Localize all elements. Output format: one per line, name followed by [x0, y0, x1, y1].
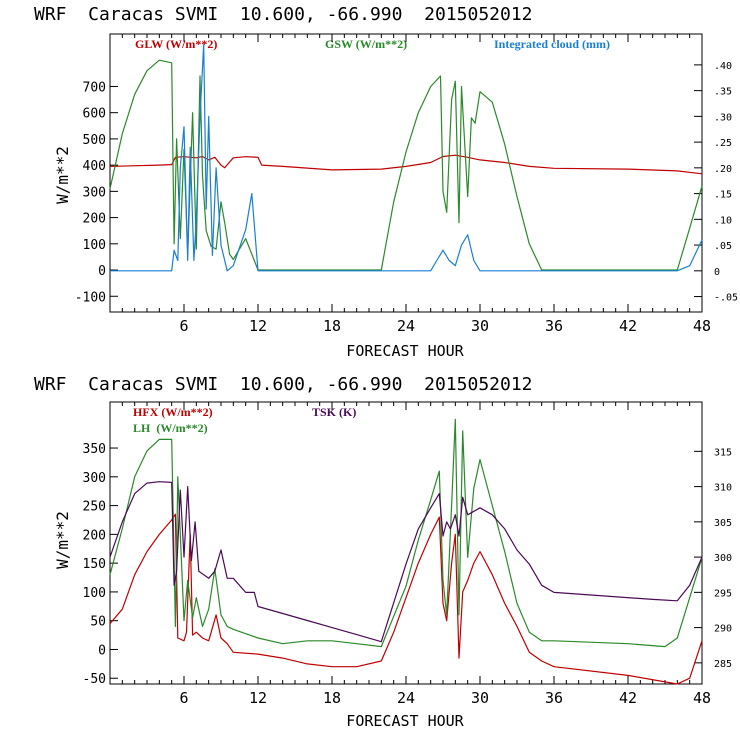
y2-tick-label: .05 [714, 241, 732, 252]
y2-tick-label: .30 [714, 112, 732, 123]
series-line-tsk [109, 481, 703, 643]
y2-tick-label: .35 [714, 87, 732, 98]
y-tick-label: -100 [75, 290, 106, 305]
y-tick-label: 350 [83, 442, 106, 457]
series-line-gsw [109, 59, 703, 271]
y-tick-label: 250 [83, 500, 106, 515]
chart1-legend-gsw: GSW (W/m**2) [325, 37, 407, 51]
chart1-xlabel: FORECAST HOUR [346, 342, 464, 360]
y2-tick-label: .10 [714, 215, 732, 226]
y-tick-label: 500 [83, 133, 106, 148]
series-line-integrated [110, 43, 703, 272]
y2-tick-label: .20 [714, 164, 732, 175]
x-tick-label: 30 [471, 317, 489, 335]
chart2-xlabel: FORECAST HOUR [346, 712, 464, 730]
y2-tick-label: 315 [714, 447, 732, 458]
x-tick-label: 30 [471, 689, 489, 707]
x-tick-label: 6 [179, 689, 188, 707]
y2-tick-label: -.05 [714, 293, 738, 304]
chart2-plot-frame [109, 401, 703, 685]
chart2-legend-hfx: HFX (W/m**2) [133, 405, 213, 419]
x-tick-label: 18 [323, 317, 341, 335]
x-tick-label: 42 [619, 317, 637, 335]
y-tick-label: 100 [83, 586, 106, 601]
series-line-hfx [109, 513, 703, 685]
series-line-lh [109, 418, 703, 648]
y-tick-label: 700 [83, 80, 106, 95]
y2-tick-label: .40 [714, 61, 732, 72]
y-tick-label: 300 [83, 471, 106, 486]
y-tick-label: 200 [83, 528, 106, 543]
y2-tick-label: 300 [714, 553, 732, 564]
chart2-y-axis: -50 0 50 100 150 200 250 300 350 [83, 442, 118, 687]
y2-tick-label: 285 [714, 659, 732, 670]
x-tick-label: 12 [249, 317, 267, 335]
y-tick-label: 150 [83, 557, 106, 572]
y-tick-label: 400 [83, 159, 106, 174]
y2-tick-label: 0 [714, 267, 720, 278]
x-tick-label: 24 [397, 317, 415, 335]
chart2-x-axis: 6 12 18 24 30 36 42 48 [121, 402, 711, 707]
x-tick-label: 48 [693, 317, 711, 335]
y-tick-label: 200 [83, 212, 106, 227]
series-line-glw [109, 154, 703, 175]
y2-tick-label: 310 [714, 483, 732, 494]
y2-tick-label: .25 [714, 138, 732, 149]
chart2-ylabel: W/m**2 [53, 511, 72, 569]
chart1-y-axis: -100 0 100 200 300 400 500 600 700 [75, 80, 118, 305]
x-tick-label: 36 [545, 317, 563, 335]
y2-tick-label: .15 [714, 190, 732, 201]
x-tick-label: 36 [545, 689, 563, 707]
chart1-legend-glw: GLW (W/m**2) [135, 37, 217, 51]
x-tick-label: 6 [179, 317, 188, 335]
y-tick-label: 300 [83, 185, 106, 200]
x-tick-label: 12 [249, 689, 267, 707]
x-tick-label: 24 [397, 689, 415, 707]
y-tick-label: 0 [98, 264, 106, 279]
y-tick-label: 0 [98, 643, 106, 658]
chart1-x-axis: 6 12 18 24 30 36 42 48 [121, 34, 711, 335]
chart1-title: WRF Caracas SVMI 10.600, -66.990 2015052… [34, 4, 533, 25]
chart1-y2-axis: -.05 0 .05 .10 .15 .20 .25 .30 .35 .40 [694, 61, 738, 304]
y2-tick-label: 295 [714, 588, 732, 599]
chart2-legend-lh: LH (W/m**2) [133, 421, 208, 435]
y-tick-label: 100 [83, 238, 106, 253]
y-tick-label: 600 [83, 107, 106, 122]
chart2-title: WRF Caracas SVMI 10.600, -66.990 2015052… [34, 374, 533, 395]
y2-tick-label: 305 [714, 518, 732, 529]
chart1-legend-cloud: Integrated cloud (mm) [494, 37, 610, 51]
chart2-y2-axis: 285 290 295 300 305 310 315 [694, 447, 732, 670]
chart2-series [109, 418, 703, 685]
x-tick-label: 42 [619, 689, 637, 707]
x-tick-label: 48 [693, 689, 711, 707]
y2-tick-label: 290 [714, 624, 732, 635]
chart1-series [109, 43, 703, 272]
y-tick-label: 50 [90, 615, 106, 630]
chart1-ylabel: W/m**2 [53, 146, 72, 204]
chart2-legend-tsk: TSK (K) [312, 405, 356, 419]
x-tick-label: 18 [323, 689, 341, 707]
y-tick-label: -50 [83, 672, 106, 687]
